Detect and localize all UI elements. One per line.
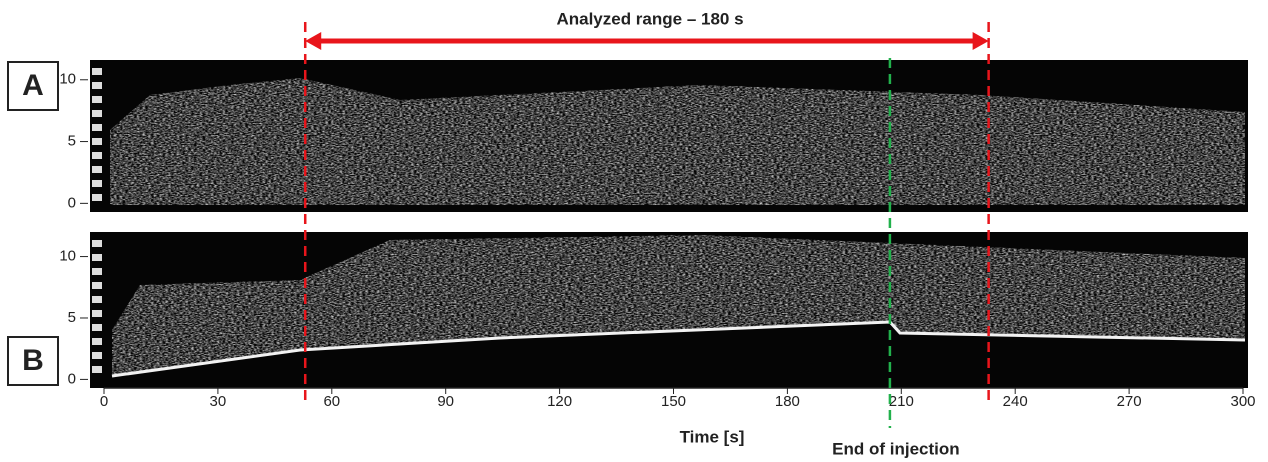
y-tick-label: 5 [68, 309, 76, 326]
x-axis-label: Time [s] [680, 427, 745, 446]
scale-strip [92, 96, 102, 103]
scale-strip [92, 110, 102, 117]
scale-strip [92, 268, 102, 275]
x-tick-label: 60 [323, 393, 340, 410]
scale-strip [92, 166, 102, 173]
x-tick-label: 90 [437, 393, 454, 410]
scale-strip [92, 180, 102, 187]
scale-strip [92, 138, 102, 145]
x-tick-label: 180 [775, 393, 800, 410]
y-tick-label: 10 [59, 71, 76, 88]
y-tick-label: 5 [68, 133, 76, 150]
echo-texture [110, 78, 1245, 205]
scale-strip [92, 282, 102, 289]
scale-strip [92, 152, 102, 159]
x-tick-label: 30 [210, 393, 227, 410]
echo-texture [112, 235, 1245, 376]
scale-strip [92, 124, 102, 131]
chart-title: Analyzed range – 180 s [556, 9, 743, 28]
x-tick-label: 300 [1230, 393, 1255, 410]
scale-strip [92, 296, 102, 303]
x-tick-label: 0 [100, 393, 108, 410]
x-tick-label: 240 [1003, 393, 1028, 410]
scale-strip [92, 352, 102, 359]
arrow-head [305, 32, 322, 50]
x-tick-label: 270 [1117, 393, 1142, 410]
arrow-head [972, 32, 989, 50]
y-tick-label: 0 [68, 194, 76, 211]
y-tick-label: 10 [59, 248, 76, 265]
x-tick-label: 210 [889, 393, 914, 410]
echo-line [111, 320, 1246, 378]
scale-strip [92, 194, 102, 201]
scale-strip [92, 240, 102, 247]
x-tick-label: 150 [661, 393, 686, 410]
scale-strip [92, 366, 102, 373]
panel-label: B [22, 344, 44, 377]
scale-strip [92, 338, 102, 345]
scale-strip [92, 68, 102, 75]
panel-label-box [7, 336, 59, 386]
panel-label: A [22, 69, 44, 102]
scale-strip [92, 82, 102, 89]
y-tick-label: 0 [68, 370, 76, 387]
panel-label-box [7, 61, 59, 111]
x-tick-label: 120 [547, 393, 572, 410]
scale-strip [92, 324, 102, 331]
scale-strip [92, 310, 102, 317]
injection-label: End of injection [832, 439, 960, 458]
scale-strip [92, 254, 102, 261]
